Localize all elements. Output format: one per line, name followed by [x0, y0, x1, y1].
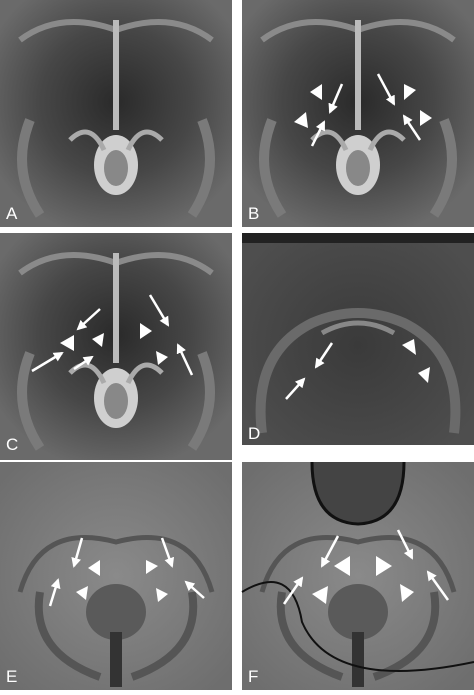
panel-label: F — [248, 667, 258, 686]
panel-f: F — [242, 462, 474, 690]
panel-label: D — [248, 424, 260, 443]
panel-e: E — [0, 462, 232, 690]
panel-a: A — [0, 0, 232, 227]
panel-label: A — [6, 204, 18, 223]
panel-b: B — [242, 0, 474, 227]
panel-c: C — [0, 233, 232, 460]
panel-label: C — [6, 435, 18, 454]
panel-label: E — [6, 667, 17, 686]
panel-d: D — [242, 233, 474, 458]
panel-label: B — [248, 204, 259, 223]
